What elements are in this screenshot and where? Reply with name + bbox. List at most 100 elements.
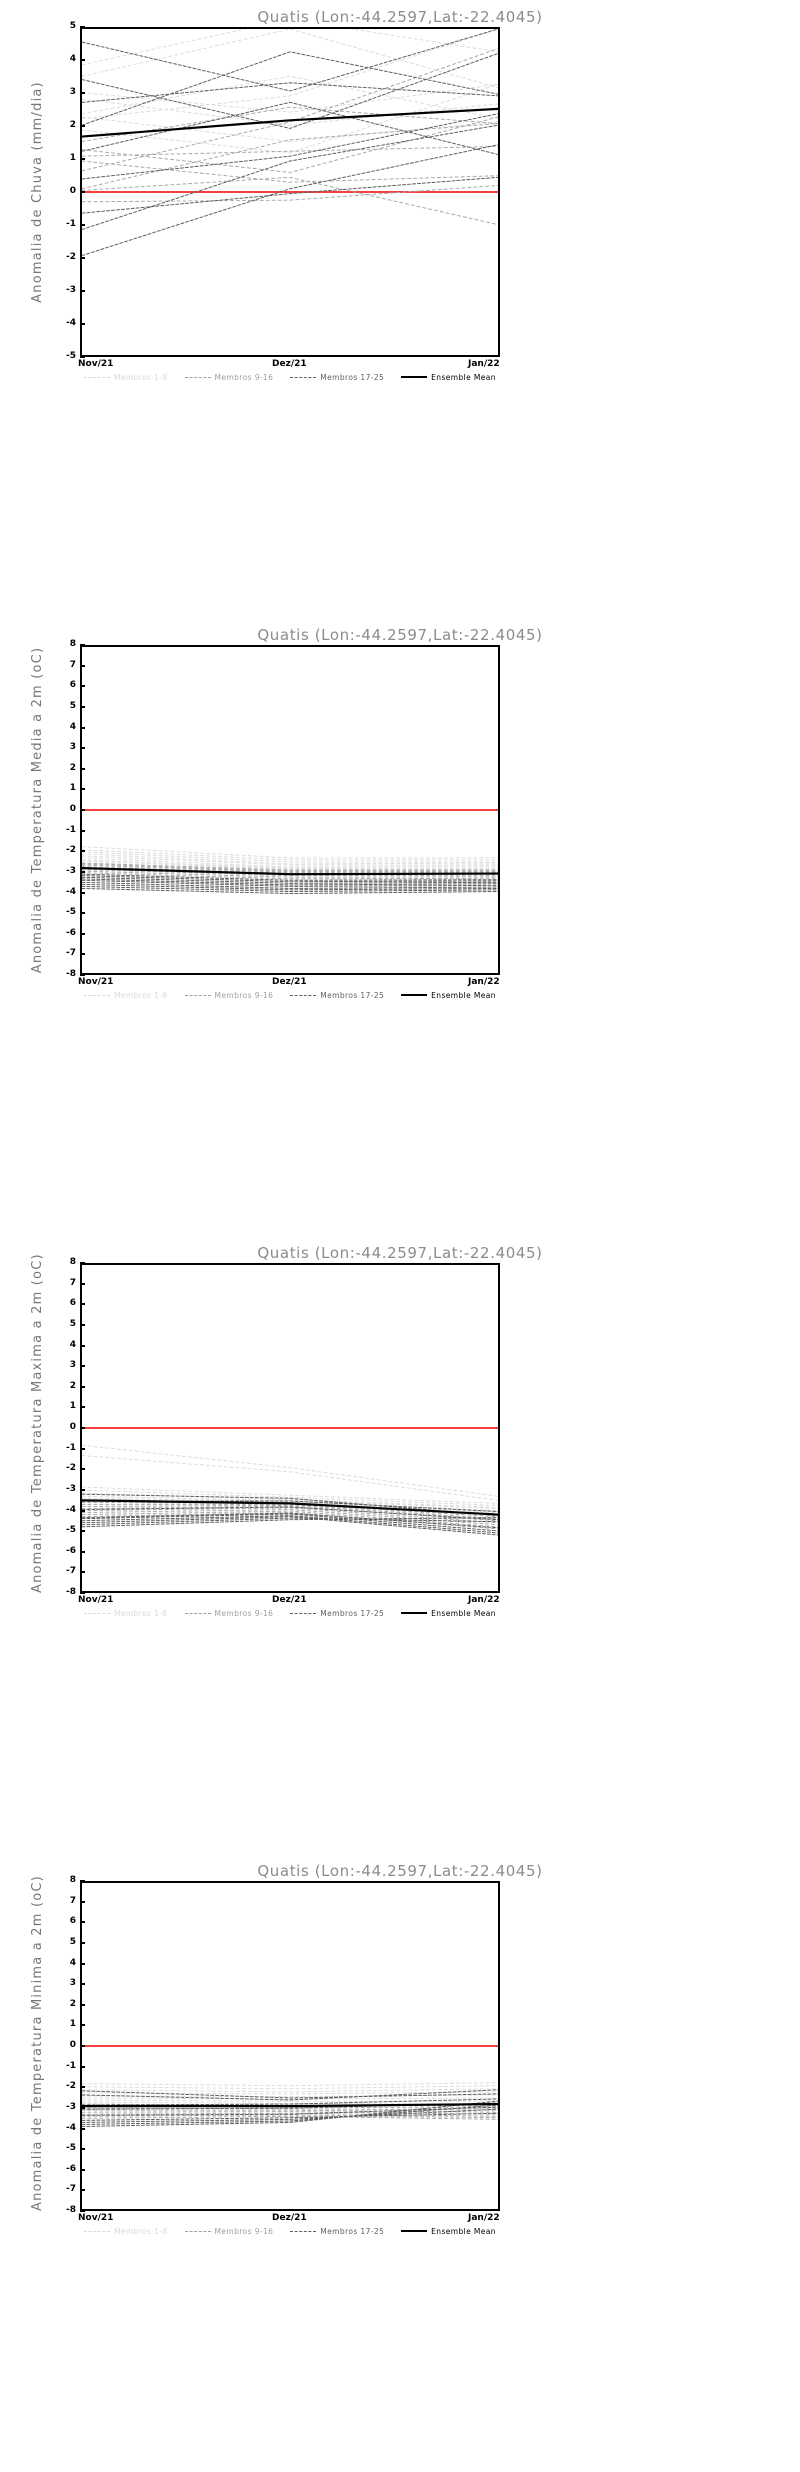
- plot-area: [80, 1881, 500, 2211]
- y-tick-mark: [80, 1468, 85, 1471]
- plot-canvas: [82, 809, 498, 895]
- x-tick-label: Jan/22: [468, 977, 500, 987]
- member-line: [82, 2085, 498, 2090]
- y-tick-mark: [80, 158, 85, 160]
- member-line: [82, 52, 498, 129]
- legend-item: Ensemble Mean: [401, 991, 496, 1000]
- y-tick-label: -4: [66, 2122, 76, 2133]
- y-tick-mark: [80, 257, 85, 259]
- legend-swatch-icon: [84, 994, 110, 996]
- member-line: [82, 885, 498, 892]
- y-axis-label: Anomalia de Chuva (mm/dia): [30, 81, 45, 303]
- member-line: [82, 878, 498, 886]
- y-axis-label: Anomalia de Temperatura Media a 2m (oC): [30, 646, 45, 974]
- ensemble-mean-line: [82, 2102, 498, 2108]
- member-line: [82, 857, 498, 868]
- y-tick-label: -6: [66, 1545, 76, 1556]
- member-line: [82, 1507, 498, 1524]
- y-tick-label: 0: [69, 2040, 76, 2050]
- y-tick-label: -5: [66, 907, 76, 918]
- member-line: [82, 1515, 498, 1534]
- member-line: [82, 2111, 498, 2115]
- legend-label: Membros 17-25: [320, 372, 385, 382]
- member-line: [82, 144, 498, 257]
- y-tick-label: 4: [69, 721, 76, 732]
- y-tick-mark: [80, 891, 85, 894]
- y-tick-label: -1: [66, 2060, 76, 2071]
- y-tick-label: 4: [69, 1339, 76, 1350]
- member-line: [82, 864, 498, 873]
- y-tick-label: 3: [69, 87, 76, 97]
- legend-swatch-icon: [290, 2230, 317, 2232]
- member-line: [82, 1513, 498, 1532]
- member-line: [82, 2089, 498, 2101]
- member-line: [82, 879, 498, 887]
- member-line: [82, 2097, 498, 2100]
- x-tick-label: Dez/21: [272, 359, 307, 369]
- y-tick-mark: [80, 2168, 85, 2171]
- member-line: [82, 860, 498, 870]
- member-line: [82, 113, 498, 180]
- x-tick-label: Nov/21: [78, 977, 114, 987]
- legend-label: Membros 1-8: [114, 2226, 168, 2236]
- x-tick-label: Jan/22: [468, 2213, 500, 2223]
- member-line: [82, 872, 498, 880]
- legend-label: Ensemble Mean: [431, 990, 496, 1000]
- legend-label: Membros 9-16: [214, 2226, 274, 2236]
- y-tick-mark: [80, 1900, 85, 1903]
- y-tick-mark: [80, 2148, 85, 2151]
- x-tick-label: Dez/21: [272, 2213, 307, 2223]
- ensemble-mean-line: [82, 1499, 498, 1516]
- legend-swatch-icon: [184, 376, 211, 378]
- y-tick-label: -2: [66, 252, 76, 262]
- legend-item: Membros 9-16: [184, 2226, 274, 2236]
- y-tick-label: 6: [69, 1298, 76, 1309]
- legend-swatch-icon: [401, 1612, 428, 1614]
- member-line: [82, 29, 498, 120]
- y-tick-label: -7: [66, 948, 76, 959]
- member-line: [82, 2100, 498, 2127]
- y-tick-mark: [80, 1530, 85, 1533]
- chart-title: Quatis (Lon:-44.2597,Lat:-22.4045): [257, 626, 543, 644]
- y-tick-label: -6: [66, 2163, 76, 2174]
- legend-swatch-icon: [401, 2230, 428, 2232]
- legend-item: Ensemble Mean: [401, 373, 496, 382]
- x-tick-label: Dez/21: [272, 1595, 307, 1605]
- chart-title: Quatis (Lon:-44.2597,Lat:-22.4045): [257, 8, 543, 26]
- member-line: [82, 29, 498, 66]
- y-tick-label: -7: [66, 1566, 76, 1577]
- y-tick-label: -5: [66, 2143, 76, 2154]
- y-axis-label: Anomalia de Temperatura Minima a 2m (oC): [30, 1875, 45, 2211]
- y-tick-mark: [80, 323, 85, 325]
- member-line: [82, 859, 498, 869]
- y-tick-label: 8: [69, 1875, 76, 1885]
- legend-item: Membros 1-8: [84, 991, 168, 1000]
- plot-canvas: [82, 2045, 498, 2127]
- y-tick-label: 8: [69, 639, 76, 649]
- member-line: [82, 184, 498, 203]
- y-tick-label: -2: [66, 845, 76, 856]
- member-line: [82, 2115, 498, 2120]
- chart-title: Quatis (Lon:-44.2597,Lat:-22.4045): [257, 1244, 543, 1262]
- member-line: [82, 2108, 498, 2123]
- y-tick-label: -8: [66, 1587, 76, 1597]
- y-tick-mark: [80, 1962, 85, 1965]
- legend-item: Membros 1-8: [84, 373, 168, 382]
- member-line: [82, 29, 498, 89]
- y-tick-label: 7: [69, 1277, 76, 1288]
- y-tick-mark: [80, 2024, 85, 2027]
- y-tick-label: 3: [69, 1978, 76, 1989]
- y-tick-mark: [80, 1550, 85, 1553]
- y-tick-mark: [80, 644, 85, 646]
- member-line: [82, 145, 498, 157]
- y-tick-mark: [80, 788, 85, 791]
- legend-swatch-icon: [184, 2230, 211, 2232]
- legend-swatch-icon: [290, 994, 317, 996]
- member-line: [82, 1512, 498, 1529]
- y-tick-label: -4: [66, 318, 76, 328]
- y-tick-mark: [80, 1941, 85, 1944]
- y-tick-mark: [80, 1880, 85, 1882]
- x-tick-label: Nov/21: [78, 2213, 114, 2223]
- y-tick-label: -1: [66, 219, 76, 229]
